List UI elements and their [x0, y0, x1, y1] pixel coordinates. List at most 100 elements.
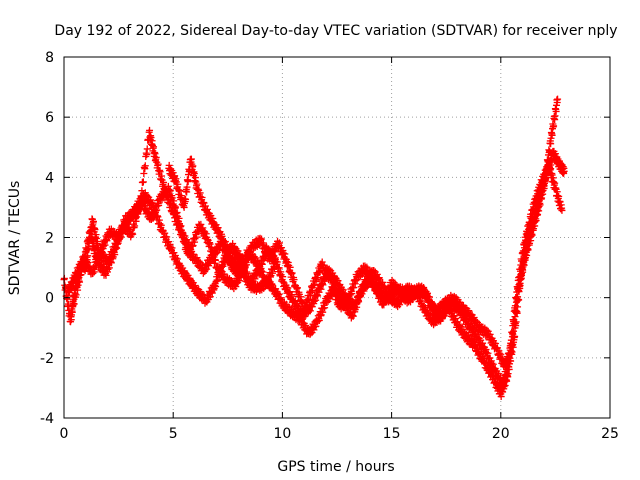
data-point-sample — [310, 281, 318, 289]
data-point — [560, 167, 568, 175]
data-point-sample — [503, 362, 511, 370]
y-tick-label: 8 — [45, 50, 54, 66]
data-point-sample — [516, 279, 524, 287]
data-point-sample — [209, 250, 217, 258]
y-tick-label: 6 — [45, 110, 54, 126]
data-point-sample — [195, 257, 203, 265]
data-point-sample — [91, 226, 99, 234]
data-point-sample — [227, 248, 235, 256]
data-point-sample — [161, 185, 169, 193]
data-point-sample — [183, 183, 191, 191]
data-point-sample — [113, 244, 121, 252]
data-point-sample — [172, 254, 180, 262]
data-point-sample — [528, 231, 536, 239]
data-point-sample — [206, 240, 214, 248]
data-point-sample — [327, 276, 335, 284]
data-point-sample — [104, 265, 112, 273]
data-point-sample — [163, 192, 171, 200]
data-point-sample — [63, 295, 71, 303]
data-point-sample — [156, 220, 164, 228]
data-point-sample — [358, 287, 366, 295]
data-point-sample — [190, 170, 198, 178]
data-point-sample — [544, 158, 552, 166]
data-point-sample — [137, 193, 145, 201]
data-point-sample — [65, 288, 73, 296]
data-point-sample — [134, 210, 142, 218]
y-tick-label: 2 — [45, 231, 54, 247]
data-point-sample — [141, 162, 149, 170]
data-point-sample — [312, 322, 320, 330]
data-point-sample — [293, 301, 301, 309]
data-point-sample — [89, 217, 97, 225]
data-point-sample — [223, 243, 231, 251]
data-point-sample — [308, 303, 316, 311]
data-point-sample — [198, 194, 206, 202]
data-point-sample — [221, 257, 229, 265]
data-point-sample — [79, 258, 87, 266]
data-point-sample — [546, 147, 554, 155]
data-point-sample — [246, 248, 254, 256]
data-point-sample — [189, 242, 197, 250]
data-point-sample — [319, 281, 327, 289]
data-point-sample — [72, 291, 80, 299]
data-point-sample — [510, 327, 518, 335]
data-point-sample — [159, 178, 167, 186]
data-point-sample — [91, 246, 99, 254]
data-point-sample — [140, 169, 148, 177]
data-point-sample — [87, 228, 95, 236]
data-point-sample — [167, 200, 175, 208]
data-point-sample — [288, 292, 296, 300]
data-point-sample — [472, 317, 480, 325]
data-point-sample — [74, 281, 82, 289]
data-point-sample — [512, 307, 520, 315]
y-tick-label: 4 — [45, 170, 54, 186]
data-point-sample — [98, 262, 106, 270]
data-point-sample — [518, 271, 526, 279]
data-point-sample — [217, 266, 225, 274]
data-point-sample — [115, 237, 123, 245]
data-point-sample — [515, 287, 523, 295]
data-point-sample — [253, 272, 261, 280]
y-tick-label: -4 — [40, 411, 54, 427]
data-point-sample — [467, 310, 475, 318]
data-point-sample — [488, 359, 496, 367]
data-marks — [60, 95, 568, 401]
data-point-sample — [187, 248, 195, 256]
data-point-sample — [268, 252, 276, 260]
data-point — [558, 206, 566, 214]
data-point-sample — [201, 228, 209, 236]
data-point-sample — [208, 289, 216, 297]
data-point-sample — [182, 195, 190, 203]
data-point-sample — [143, 145, 151, 153]
data-point-sample — [199, 224, 207, 232]
data-point — [554, 95, 562, 103]
data-point-sample — [552, 107, 560, 115]
x-tick-label: 5 — [169, 426, 178, 442]
data-point-sample — [93, 238, 101, 246]
data-point-sample — [234, 278, 242, 286]
data-point-sample — [538, 194, 546, 202]
data-point-sample — [274, 289, 282, 297]
data-point-sample — [154, 213, 162, 221]
data-point-sample — [305, 295, 313, 303]
data-point-sample — [511, 313, 519, 321]
data-point-sample — [532, 217, 540, 225]
data-point-sample — [536, 201, 544, 209]
data-point-sample — [555, 192, 563, 200]
data-point-sample — [89, 269, 97, 277]
data-point-sample — [172, 214, 180, 222]
data-point-sample — [302, 303, 310, 311]
data-point-sample — [139, 178, 147, 186]
data-point-sample — [333, 292, 341, 300]
data-point-sample — [315, 317, 323, 325]
data-point-sample — [201, 266, 209, 274]
data-point-sample — [350, 284, 358, 292]
y-axis-label: SDTVAR / TECUs — [7, 181, 23, 296]
data-point-sample — [191, 235, 199, 243]
data-point-sample — [107, 259, 115, 267]
data-point-sample — [504, 356, 512, 364]
data-point-sample — [265, 277, 273, 285]
data-point-sample — [551, 112, 559, 120]
data-point-sample — [239, 266, 247, 274]
data-point-sample — [200, 199, 208, 207]
